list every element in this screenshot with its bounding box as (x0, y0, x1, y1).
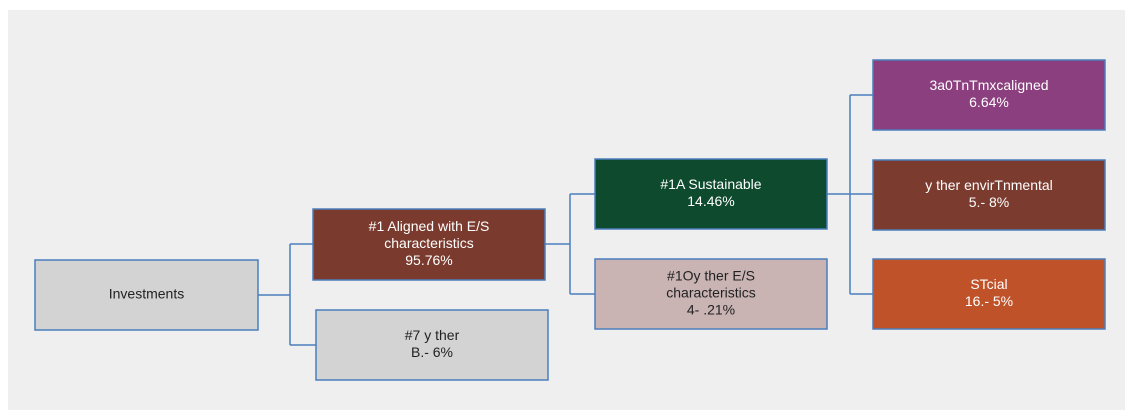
node-label: characteristics (384, 235, 473, 251)
node-label: y ther envirTnmental (925, 177, 1053, 193)
node-label: 6.64% (969, 94, 1009, 110)
node-label: #1Oy ther E/S (667, 268, 755, 284)
node-label: 4- .21% (687, 302, 735, 318)
node-label: characteristics (666, 285, 755, 301)
connectors (258, 94, 873, 346)
node-box (872, 159, 1106, 231)
node-box (34, 259, 259, 331)
connector (827, 94, 873, 295)
node-box (872, 258, 1106, 330)
node-box (872, 59, 1106, 131)
node-label: 5.- 8% (969, 194, 1009, 210)
node-box (594, 158, 828, 230)
node-label: 95.76% (405, 252, 452, 268)
node-label: #1A Sustainable (660, 176, 761, 192)
node-label: #7 y ther (405, 327, 460, 343)
node-label: #1 Aligned with E/S (369, 218, 490, 234)
node-box (315, 309, 549, 381)
nodes: Investments#1 Aligned with E/Scharacteri… (34, 59, 1106, 381)
node-label: 3a0TnTmxcaligned (929, 77, 1048, 93)
node-box (594, 258, 828, 330)
connector (545, 193, 595, 295)
node-label: STcial (970, 276, 1007, 292)
node-box (312, 208, 546, 281)
node-label: B.- 6% (411, 344, 453, 360)
node-label: 14.46% (687, 193, 734, 209)
node-label: Investments (109, 286, 184, 302)
connector (258, 243, 316, 346)
node-label: 16.- 5% (965, 293, 1013, 309)
